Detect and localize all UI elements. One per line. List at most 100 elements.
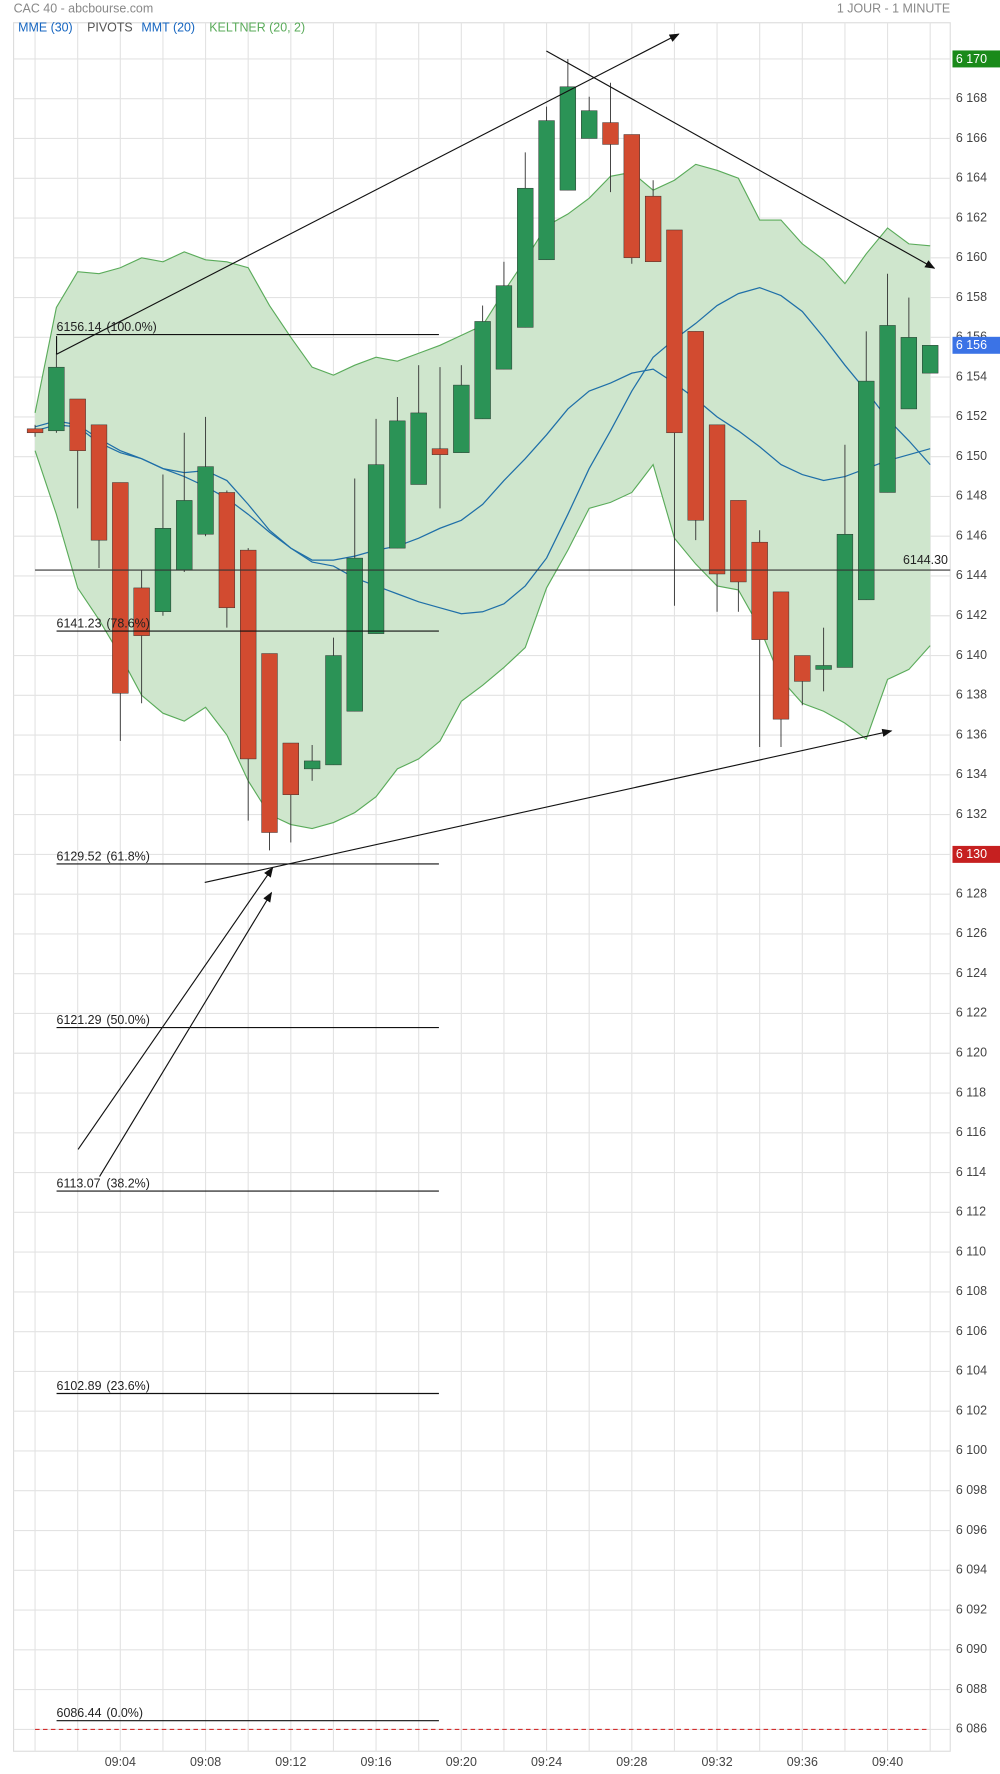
y-tick-label: 6 092 [956, 1602, 987, 1616]
candle-body [176, 500, 193, 571]
fib-layer: 6156.14 (100.0%) 6141.23 (78.6%) 6129.52 (61.… [35, 320, 951, 1722]
trend-arrow [56, 33, 680, 355]
trend-arrow [99, 891, 273, 1177]
x-tick-label: 09:20 [446, 1755, 477, 1769]
candle-body [282, 742, 299, 795]
x-tick-label: 09:16 [361, 1755, 392, 1769]
candle-body [559, 86, 577, 191]
candle-body [815, 665, 832, 670]
y-tick-label: 6 148 [956, 489, 987, 503]
price-marker [952, 50, 1000, 68]
y-tick-label: 6 154 [956, 369, 987, 383]
candle-body [602, 122, 619, 145]
fib-price-label: 6156.14 [57, 320, 102, 334]
legend-entry: MMT (20) [141, 21, 195, 35]
fib-price-label: 6102.89 [57, 1379, 102, 1393]
candle-body [644, 195, 662, 263]
fib-price-label: 6086.44 [57, 1706, 102, 1720]
x-tick-label: 09:36 [787, 1755, 818, 1769]
y-tick-label: 6 120 [956, 1046, 987, 1060]
axis-layer: 6 086 6 088 6 090 6 092 6 094 6 096 6 098 6 100… [105, 50, 1000, 1769]
price-marker [952, 336, 1000, 354]
y-tick-label: 6 088 [956, 1682, 987, 1696]
trend-arrow [546, 50, 936, 269]
y-tick-label: 6 098 [956, 1483, 987, 1497]
x-tick-label: 09:24 [531, 1755, 562, 1769]
fib-price-label: 6113.07 [57, 1177, 101, 1191]
x-tick-label: 09:32 [701, 1755, 732, 1769]
candle-body [922, 345, 939, 374]
price-marker-label: 6 170 [956, 52, 987, 66]
candle-body [495, 285, 513, 370]
y-tick-label: 6 102 [956, 1403, 987, 1417]
candle-body [517, 187, 534, 328]
candle-body [218, 492, 236, 609]
trend-arrow [77, 866, 274, 1150]
fib-price-label: 6121.29 [57, 1013, 102, 1027]
y-tick-label: 6 136 [956, 727, 987, 741]
candle-body [367, 464, 385, 634]
keltner-band [35, 164, 931, 829]
candle-body [26, 428, 44, 434]
y-tick-label: 6 132 [956, 807, 987, 821]
candle-body [90, 424, 108, 541]
candle-body [858, 380, 875, 601]
y-tick-label: 6 142 [956, 608, 987, 622]
price-marker-label: 6 156 [956, 338, 987, 352]
x-tick-label: 09:28 [616, 1755, 647, 1769]
fib-percent-label: (50.0%) [106, 1013, 150, 1027]
candle-body [794, 655, 811, 682]
trend-arrow [204, 728, 893, 884]
candle-body [879, 325, 896, 493]
y-tick-label: 6 118 [956, 1085, 986, 1099]
y-tick-label: 6 160 [956, 250, 987, 264]
y-tick-label: 6 168 [956, 91, 987, 105]
legend-entry: KELTNER (20, 2) [209, 21, 305, 35]
y-tick-label: 6 144 [956, 568, 987, 582]
y-tick-label: 6 164 [956, 171, 987, 185]
x-tick-label: 09:08 [190, 1755, 221, 1769]
fib-percent-label: (100.0%) [106, 320, 156, 334]
x-tick-label: 09:40 [872, 1755, 903, 1769]
candle-body [474, 321, 491, 420]
legend-entry: MME (30) [18, 21, 73, 35]
candle-body [346, 557, 363, 712]
fib-percent-label: (0.0%) [106, 1706, 143, 1720]
candle-body [112, 482, 129, 694]
x-tick-label: 09:04 [105, 1755, 136, 1769]
candle-body [261, 653, 278, 833]
y-tick-label: 6 100 [956, 1443, 987, 1457]
y-tick-label: 6 134 [956, 767, 987, 781]
candle-body [431, 448, 449, 455]
candle-body [69, 398, 86, 451]
fib-price-label: 6141.23 [57, 617, 102, 631]
candle-body [197, 466, 214, 535]
candle-body [133, 587, 150, 636]
candle-body [389, 420, 406, 549]
band-layer [34, 163, 931, 830]
y-tick-label: 6 090 [956, 1642, 987, 1656]
y-tick-label: 6 140 [956, 648, 987, 662]
candle-body [410, 412, 427, 485]
fib-percent-label: (78.6%) [106, 617, 150, 631]
candle-body [900, 337, 918, 410]
horizontal-line-label: 6144.30 [903, 553, 948, 567]
y-tick-label: 6 138 [956, 688, 987, 702]
candle-body [623, 134, 640, 259]
candle-body [325, 655, 342, 766]
y-tick-label: 6 146 [956, 528, 987, 542]
fib-percent-label: (61.8%) [106, 849, 150, 863]
price-marker [952, 845, 1000, 863]
y-tick-label: 6 152 [956, 409, 987, 423]
y-tick-label: 6 122 [956, 1006, 987, 1020]
candle-body [666, 229, 683, 434]
candle-body [240, 549, 257, 760]
candle-body [708, 424, 726, 575]
candle-body [836, 533, 854, 668]
y-tick-label: 6 086 [956, 1722, 987, 1736]
chart-subtitle: 1 JOUR - 1 MINUTE [837, 1, 950, 15]
y-tick-label: 6 096 [956, 1523, 987, 1537]
price-marker-label: 6 130 [956, 847, 987, 861]
fib-percent-label: (38.2%) [106, 1177, 150, 1191]
